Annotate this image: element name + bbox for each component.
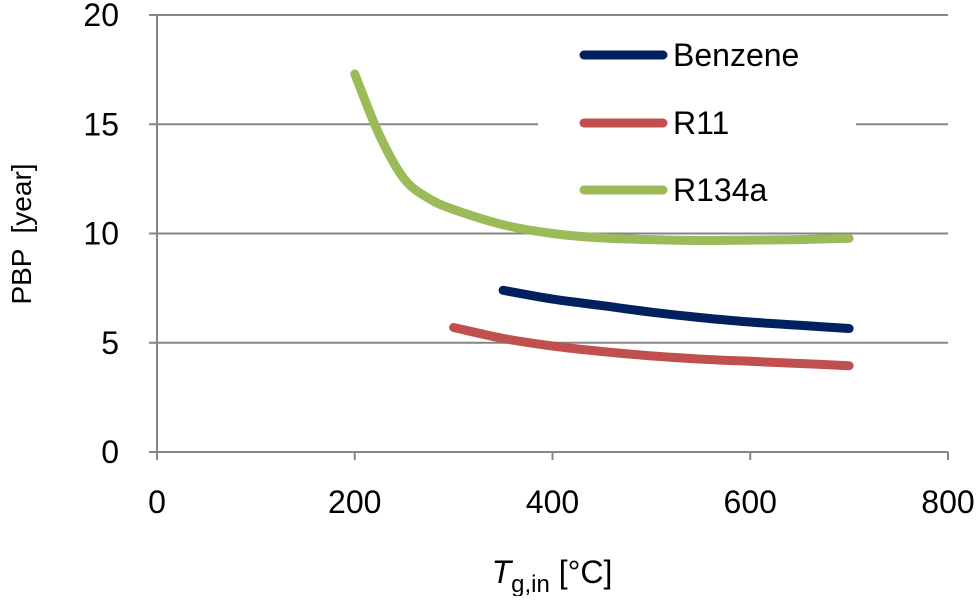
- series-line-r11: [449, 323, 854, 371]
- x-axis-label-unit: [°C]: [550, 554, 613, 590]
- legend-label-r134a: R134a: [673, 172, 768, 208]
- legend-label-r11: R11: [673, 105, 729, 141]
- x-axis-label-main: T: [492, 554, 514, 590]
- x-axis-label-subscript: g,in: [511, 571, 550, 596]
- series-line-r134a: [350, 69, 854, 246]
- legend-label-benzene: Benzene: [673, 37, 799, 73]
- legend: Benzene R11 R134a: [538, 30, 856, 220]
- y-tick-label-0: 0: [101, 434, 119, 470]
- y-tick-label-20: 20: [83, 0, 119, 33]
- series-line-benzene: [498, 285, 854, 333]
- x-tick-label-200: 200: [328, 484, 381, 520]
- y-tick-label-15: 15: [83, 106, 119, 142]
- x-tick-label-400: 400: [526, 484, 579, 520]
- x-tick-label-600: 600: [724, 484, 777, 520]
- x-tick-label-0: 0: [148, 484, 166, 520]
- plot-series: [350, 69, 854, 371]
- y-tick-label-5: 5: [101, 325, 119, 361]
- x-axis-label: Tg,in [°C]: [492, 554, 613, 596]
- x-tick-label-800: 800: [921, 484, 974, 520]
- y-tick-label-10: 10: [83, 216, 119, 252]
- y-axis-label: PBP [year]: [6, 163, 37, 304]
